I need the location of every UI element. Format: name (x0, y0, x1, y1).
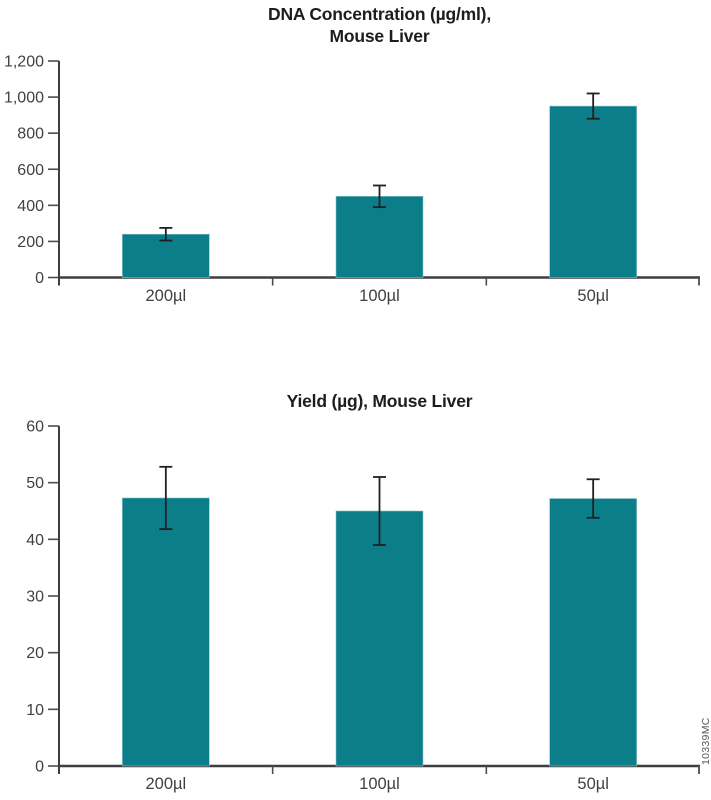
dna-concentration-chart: 0 200 400 600 800 1,000 1,200 200µl 100µl 50µl (4, 54, 700, 305)
y-tick-label: 40 (26, 532, 44, 549)
chart-title-line-2: Mouse Liver (329, 26, 430, 46)
y-tick-label: 200 (17, 234, 44, 251)
chart-title-yield: Yield (µg), Mouse Liver (59, 390, 700, 412)
bar-100ul (335, 510, 424, 767)
x-category-label-100ul: 100µl (359, 775, 400, 793)
x-category-label-50ul: 50µl (577, 775, 609, 793)
yield-chart: 10339MC 0 10 20 30 40 50 60 200µl 100µl 50µl (26, 419, 711, 794)
chart-title-line-1: Yield (µg), Mouse Liver (286, 391, 473, 411)
sidenote-vertical-text: 10339MC (700, 717, 711, 765)
y-tick-label: 60 (26, 419, 44, 436)
bar-200ul (122, 497, 210, 767)
x-category-label-100ul: 100µl (359, 287, 400, 305)
y-tick-label: 1,000 (4, 90, 44, 107)
x-category-label-50ul: 50µl (577, 287, 609, 305)
y-tick-label: 800 (17, 126, 44, 143)
bar-50ul (549, 105, 637, 278)
y-tick-label: 600 (17, 162, 44, 179)
y-tick-label: 1,200 (4, 54, 44, 71)
y-tick-label: 50 (26, 475, 44, 492)
y-tick-label: 30 (26, 589, 44, 606)
y-tick-label: 0 (35, 759, 44, 776)
y-tick-label: 20 (26, 645, 44, 662)
bar-50ul (549, 498, 637, 767)
y-tick-label: 0 (35, 270, 44, 287)
chart-title-line-1: DNA Concentration (µg/ml), (268, 4, 491, 24)
bar-200ul (122, 233, 210, 278)
chart-title-dna-concentration: DNA Concentration (µg/ml), Mouse Liver (59, 3, 700, 47)
y-tick-label: 10 (26, 702, 44, 719)
y-tick-label: 400 (17, 198, 44, 215)
x-category-label-200ul: 200µl (145, 775, 186, 793)
bar-100ul (335, 196, 424, 278)
x-category-label-200ul: 200µl (145, 287, 186, 305)
